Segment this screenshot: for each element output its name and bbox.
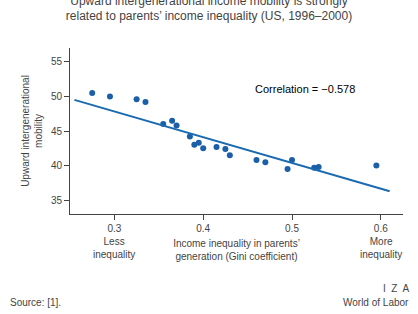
svg-text:55: 55: [51, 56, 63, 67]
svg-text:0.6: 0.6: [374, 223, 388, 234]
svg-text:Moreinequality: Moreinequality: [360, 236, 402, 260]
svg-text:World of Labor: World of Labor: [343, 297, 409, 308]
svg-text:I Z A: I Z A: [383, 283, 409, 294]
svg-text:45: 45: [51, 126, 63, 137]
svg-text:Source: [1].: Source: [1].: [10, 297, 61, 308]
svg-text:Income inequality in parents’g: Income inequality in parents’generation …: [173, 238, 300, 262]
svg-text:0.3: 0.3: [107, 223, 121, 234]
svg-text:Lessinequality: Lessinequality: [93, 236, 135, 260]
svg-text:0.4: 0.4: [196, 223, 210, 234]
svg-text:0.5: 0.5: [285, 223, 299, 234]
svg-text:Upward intergenerational incom: Upward intergenerational income mobility…: [66, 0, 352, 23]
svg-text:Correlation = −0.578: Correlation = −0.578: [255, 83, 355, 95]
svg-text:50: 50: [51, 91, 63, 102]
svg-text:Upward intergenerationalmobili: Upward intergenerationalmobility: [20, 75, 44, 187]
svg-text:35: 35: [51, 195, 63, 206]
svg-text:40: 40: [51, 160, 63, 171]
